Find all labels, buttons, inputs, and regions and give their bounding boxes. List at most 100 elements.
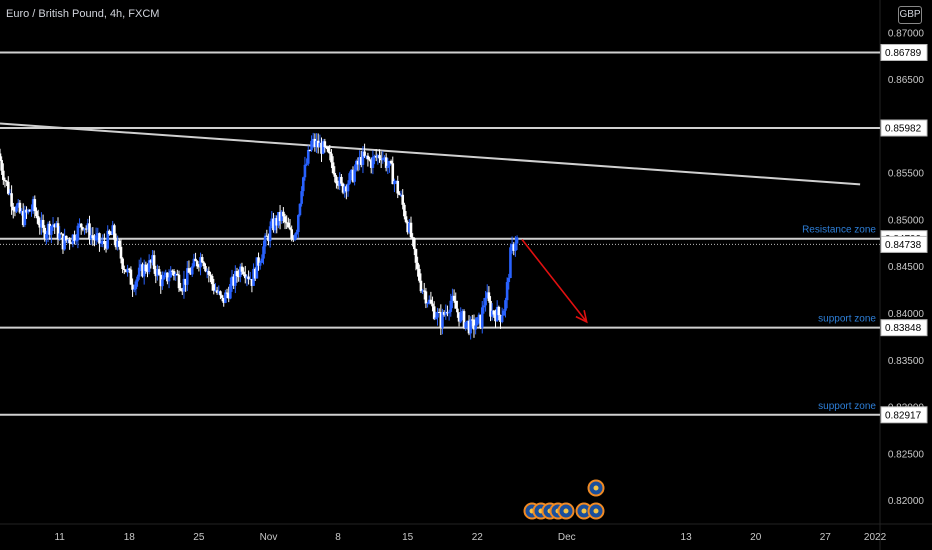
candle-body <box>235 271 239 277</box>
candle-body <box>434 317 438 319</box>
candle-body <box>421 290 424 292</box>
candle-body <box>297 215 300 233</box>
candle-body <box>250 279 254 286</box>
candle-body <box>121 258 124 269</box>
candle-body <box>437 311 441 313</box>
candle-body <box>202 262 206 267</box>
candle-body <box>197 266 201 268</box>
candle-body <box>452 295 456 301</box>
candle-body <box>431 303 434 307</box>
candle-body <box>257 257 260 266</box>
candle-body <box>366 155 370 160</box>
candle-body <box>234 271 237 286</box>
candle-body <box>20 211 23 213</box>
candle-body <box>11 206 15 211</box>
candle-body <box>166 272 169 282</box>
candle-body <box>456 308 459 313</box>
candle-body <box>229 284 232 299</box>
candle-body <box>131 284 134 290</box>
event-marker-icon[interactable] <box>587 479 605 497</box>
candle-body <box>210 275 214 285</box>
candle-body <box>3 179 7 181</box>
candle-body <box>404 216 408 223</box>
candle-body <box>180 290 184 292</box>
candle-body <box>411 237 414 239</box>
candle-body <box>124 269 128 273</box>
price-level-box <box>880 319 928 337</box>
candle-body <box>242 271 245 275</box>
candle-body <box>293 234 297 240</box>
candle-body <box>88 223 91 240</box>
x-tick-label: 18 <box>124 532 136 543</box>
x-tick-label: 8 <box>335 532 341 543</box>
candle-body <box>489 300 492 317</box>
candle-body <box>46 223 50 235</box>
currency-button[interactable]: GBP <box>898 6 922 24</box>
candle-body <box>55 223 58 228</box>
candle-body <box>355 160 358 170</box>
candle-body <box>220 295 224 298</box>
candle-body <box>298 203 302 216</box>
candle-body <box>277 212 280 226</box>
y-tick-label: 0.82000 <box>888 496 925 507</box>
candle-body <box>267 236 270 242</box>
candle-body <box>68 239 71 244</box>
symbol-title[interactable]: Euro / British Pound, 4h, FXCM <box>6 8 160 20</box>
candle-body <box>230 276 234 285</box>
candle-body <box>137 267 141 277</box>
candle-body <box>285 222 289 224</box>
candle-body <box>71 234 75 244</box>
x-tick-label: 22 <box>472 532 484 543</box>
candle-body <box>114 239 118 248</box>
candle-body <box>129 269 133 285</box>
candle-body <box>494 314 497 322</box>
candle-body <box>157 269 161 275</box>
candle-body <box>509 247 512 279</box>
zone-annotation: support zone <box>818 401 876 412</box>
candle-body <box>505 282 509 301</box>
candle-body <box>21 211 25 226</box>
candle-body <box>499 315 502 322</box>
candle-body <box>510 244 514 248</box>
candle-body <box>278 212 282 221</box>
candle-body <box>2 170 5 180</box>
candle-body <box>139 264 143 268</box>
candle-body <box>373 155 376 157</box>
candle-body <box>394 180 398 182</box>
candle-body <box>212 284 216 291</box>
candle-body <box>502 310 506 316</box>
candle-body <box>8 193 12 195</box>
candle-body <box>239 266 242 277</box>
candle-body <box>245 276 249 279</box>
candle-body <box>127 268 131 270</box>
candle-body <box>194 258 197 262</box>
candle-body <box>199 257 202 268</box>
candle-body <box>116 240 119 248</box>
candle-body <box>169 270 172 278</box>
candle-body <box>287 222 290 228</box>
candle-body <box>396 180 400 194</box>
candle-body <box>427 299 431 304</box>
candle-body <box>413 238 416 250</box>
candle-body <box>308 149 312 151</box>
candle-body <box>79 223 83 228</box>
candle-body <box>161 279 164 287</box>
x-tick-label: 11 <box>54 532 65 543</box>
event-marker-icon[interactable] <box>557 502 575 520</box>
candle-body <box>383 157 386 159</box>
candle-body <box>101 240 105 243</box>
candle-body <box>144 264 148 272</box>
price-level-box <box>880 235 928 253</box>
event-marker-icon[interactable] <box>587 502 605 520</box>
candle-body <box>40 219 43 228</box>
candle-body <box>98 233 101 244</box>
candle-body <box>504 300 507 311</box>
candle-body <box>495 306 499 322</box>
candle-body <box>51 224 55 227</box>
price-level-label: 0.82917 <box>885 410 922 421</box>
candle-body <box>326 147 330 152</box>
candle-body <box>247 276 250 280</box>
candle-body <box>398 193 401 195</box>
candle-body <box>426 303 429 305</box>
